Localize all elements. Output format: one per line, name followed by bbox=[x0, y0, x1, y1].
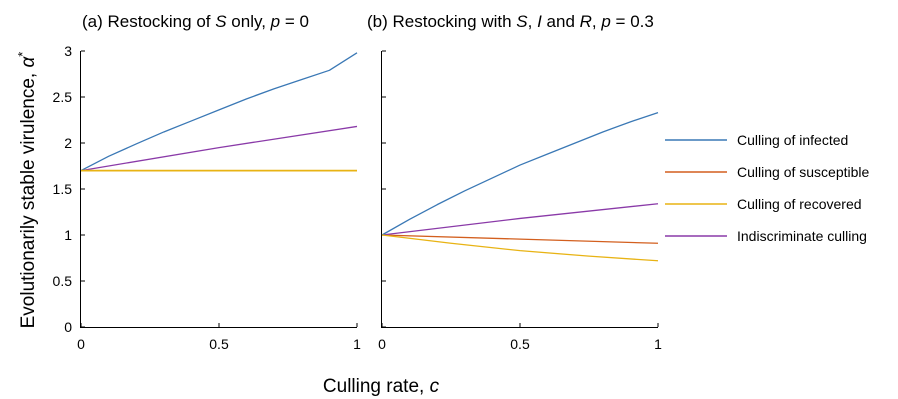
legend-label: Culling of susceptible bbox=[737, 164, 870, 180]
panel-b-series-culling-of-susceptible bbox=[381, 234, 659, 244]
panel-b-axes bbox=[381, 51, 658, 328]
panel-b-series-indiscriminate-culling bbox=[381, 203, 659, 236]
legend: Culling of infected Culling of susceptibl… bbox=[665, 132, 870, 244]
panel-a-x-tick-label: 1 bbox=[353, 336, 361, 352]
panel-b-x-tick-label: 0 bbox=[378, 336, 386, 352]
panel-b-title: (b) Restocking with S, I and R, p = 0.3 bbox=[367, 12, 654, 31]
panel-a-y-tick-label: 0 bbox=[64, 319, 72, 335]
legend-label: Indiscriminate culling bbox=[737, 228, 867, 244]
panel-b-ticks: 0 0.5 1 bbox=[378, 50, 662, 352]
panel-a-x-tick-label: 0 bbox=[77, 336, 85, 352]
panel-a-y-tick-label: 1 bbox=[64, 227, 72, 243]
panel-a-ticks: 0 0.5 1 0 0.5 1 1.5 2 2.5 3 bbox=[53, 43, 362, 352]
panel-a-axes bbox=[80, 51, 357, 328]
legend-label: Culling of recovered bbox=[737, 196, 862, 212]
panel-a-x-tick-label: 0.5 bbox=[209, 336, 229, 352]
panel-a-series bbox=[80, 52, 358, 172]
panel-b-series bbox=[381, 112, 659, 262]
panel-a-y-tick-label: 2 bbox=[64, 135, 72, 151]
y-axis-label: Evolutionarily stable virulence, α* bbox=[15, 52, 40, 329]
legend-label: Culling of infected bbox=[737, 132, 848, 148]
panel-b-series-culling-of-recovered bbox=[381, 234, 659, 262]
panel-b-series-culling-of-infected bbox=[381, 112, 659, 236]
panel-a-y-tick-label: 0.5 bbox=[53, 273, 73, 289]
panel-b-x-tick-label: 1 bbox=[654, 336, 662, 352]
panel-a-title: (a) Restocking of S only, p = 0 bbox=[82, 12, 309, 31]
panel-a-series-culling-of-infected bbox=[80, 52, 358, 172]
panel-b-x-tick-label: 0.5 bbox=[510, 336, 530, 352]
x-axis-label: Culling rate, c bbox=[323, 376, 440, 397]
panel-a-y-tick-label: 3 bbox=[64, 43, 72, 59]
panel-a-y-tick-label: 1.5 bbox=[53, 181, 73, 197]
panel-a-y-tick-label: 2.5 bbox=[53, 89, 73, 105]
panel-a-series-indiscriminate-culling bbox=[80, 125, 358, 172]
